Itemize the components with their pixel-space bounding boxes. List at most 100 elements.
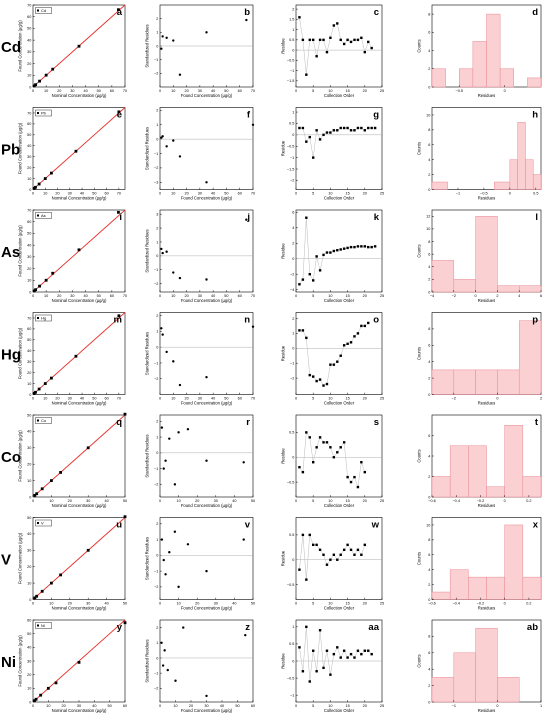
calibration-point — [43, 382, 47, 385]
histogram-y-title: Counts — [417, 552, 422, 565]
calibration-frame — [32, 107, 126, 190]
residues-xtick-label: 10 — [171, 89, 175, 93]
residue-point — [162, 467, 165, 470]
histogram-panel-label: l — [535, 212, 538, 223]
fit-line — [32, 107, 126, 190]
order-point — [332, 456, 336, 459]
residue-point — [251, 123, 255, 126]
element-label: V — [1, 552, 11, 569]
histogram-bar — [431, 181, 448, 190]
calibration-xtick-label: 40 — [80, 397, 84, 401]
residue-point — [161, 135, 164, 138]
histogram-bar — [431, 476, 451, 498]
order-frame — [295, 4, 383, 88]
residue-point — [164, 573, 167, 576]
residues-ytick-label: −1 — [154, 361, 158, 365]
order-point — [336, 129, 339, 132]
residues-x-title: Found Concentration (µg/g) — [181, 708, 233, 713]
order-point — [329, 36, 332, 39]
calibration-ytick-label: 50 — [27, 338, 31, 342]
residues-ytick-label: −1 — [154, 671, 158, 675]
order-point — [373, 245, 377, 248]
histogram-panel-label: h — [532, 110, 538, 121]
order-xtick-label: 10 — [328, 192, 332, 196]
histogram-panel-label: d — [532, 7, 538, 18]
calibration-point — [123, 515, 127, 519]
order-ytick-label: 4 — [292, 226, 294, 230]
histogram-xtick-label: −1 — [452, 704, 456, 708]
calibration-x-title: Nominal Concentration (µg/g) — [52, 708, 107, 713]
order-point — [339, 446, 342, 449]
histogram-bar — [504, 524, 524, 600]
calibration-point — [51, 67, 55, 71]
order-point — [356, 245, 360, 248]
order-point — [308, 135, 311, 139]
residues-ytick-label: 2 — [156, 420, 158, 424]
calibration-ytick-label: 30 — [27, 659, 31, 663]
calibration-xtick-label: 30 — [68, 192, 72, 196]
order-point — [353, 38, 356, 42]
histogram-ytick-label: 8 — [428, 128, 430, 132]
histogram-x-title: Residues — [478, 93, 495, 98]
order-point — [298, 465, 301, 469]
order-point — [360, 324, 363, 328]
order-ytick-label: 0.5 — [289, 642, 294, 646]
residue-point — [173, 483, 177, 486]
order-x-title: Collection Order — [324, 196, 355, 201]
histogram-ytick-label: 0 — [428, 188, 430, 192]
calibration-point — [37, 387, 41, 391]
order-point — [298, 568, 301, 571]
order-ytick-label: 0.5 — [289, 431, 294, 435]
residues-panel-label: b — [244, 7, 250, 18]
order-point — [298, 646, 301, 649]
calibration-xtick-label: 50 — [97, 294, 101, 298]
order-y-title: Residue — [281, 550, 286, 566]
histogram-bar — [522, 576, 542, 600]
calibration-frame — [32, 209, 126, 293]
residues-xtick-label: 20 — [184, 397, 188, 401]
order-ytick-label: 2 — [292, 242, 294, 246]
calibration-point — [33, 699, 36, 703]
residues-xtick-label: 40 — [232, 499, 236, 503]
histogram-ytick-label: 2 — [428, 583, 430, 587]
order-point — [353, 656, 356, 659]
residue-point — [205, 278, 208, 281]
order-point — [336, 360, 339, 363]
histogram-x-title: Residues — [478, 503, 495, 508]
calibration-xtick-label: 40 — [92, 704, 96, 708]
order-ytick-label: 2 — [292, 7, 294, 11]
residue-point — [161, 333, 164, 336]
residues-frame — [159, 312, 254, 395]
calibration-x-title: Nominal Concentration (µg/g) — [52, 401, 107, 406]
residues-ytick-label: −2 — [154, 483, 158, 487]
histogram-y-title: Counts — [417, 142, 422, 155]
order-x-title: Collection Order — [324, 93, 355, 98]
calibration-point — [77, 44, 81, 48]
calibration-ytick-label: 50 — [27, 133, 31, 137]
residues-ytick-label: 2 — [156, 109, 158, 113]
order-point — [339, 248, 342, 251]
histogram-ytick-label: 2 — [428, 475, 430, 479]
residue-point — [172, 360, 175, 363]
residue-point — [174, 679, 177, 682]
residues-ytick-label: 1 — [156, 538, 158, 542]
calibration-frame — [32, 312, 126, 395]
order-point — [332, 652, 336, 656]
histogram-xtick-label: 0.5 — [533, 192, 538, 196]
residues-ytick-label: 2 — [156, 626, 158, 630]
order-xtick-label: 0 — [295, 192, 297, 196]
calibration-point — [117, 8, 120, 12]
legend-label: Ni — [41, 623, 45, 628]
residue-point — [177, 585, 180, 589]
legend-marker — [37, 317, 39, 319]
residues-ytick-label: 2 — [156, 314, 158, 318]
histogram-bar — [499, 68, 514, 88]
order-ytick-label: 0 — [292, 456, 294, 460]
histogram-x-title: Residues — [478, 298, 495, 303]
order-point — [301, 329, 305, 332]
residues-y-title: Standardized Residues — [145, 24, 150, 67]
order-ytick-label: −0.5 — [287, 583, 295, 587]
residue-point — [168, 550, 171, 554]
residue-point — [205, 181, 208, 184]
